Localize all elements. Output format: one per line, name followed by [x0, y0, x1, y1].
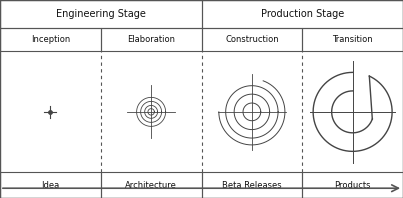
Bar: [202, 0, 403, 28]
Text: Construction: Construction: [225, 35, 279, 44]
Text: Production Stage: Production Stage: [261, 9, 344, 19]
Text: Inception: Inception: [31, 35, 70, 44]
Text: Idea: Idea: [41, 181, 60, 190]
Text: Engineering Stage: Engineering Stage: [56, 9, 146, 19]
Bar: [101, 172, 202, 198]
Text: Architecture: Architecture: [125, 181, 177, 190]
Bar: [202, 28, 302, 51]
Text: Beta Releases: Beta Releases: [222, 181, 282, 190]
Bar: [302, 172, 403, 198]
Text: Elaboration: Elaboration: [127, 35, 175, 44]
Bar: [302, 28, 403, 51]
Bar: [0, 28, 101, 51]
Bar: [0, 172, 101, 198]
Bar: [0, 0, 202, 28]
Text: Products: Products: [334, 181, 371, 190]
Bar: [202, 172, 302, 198]
Text: Transition: Transition: [332, 35, 373, 44]
Bar: [101, 28, 202, 51]
